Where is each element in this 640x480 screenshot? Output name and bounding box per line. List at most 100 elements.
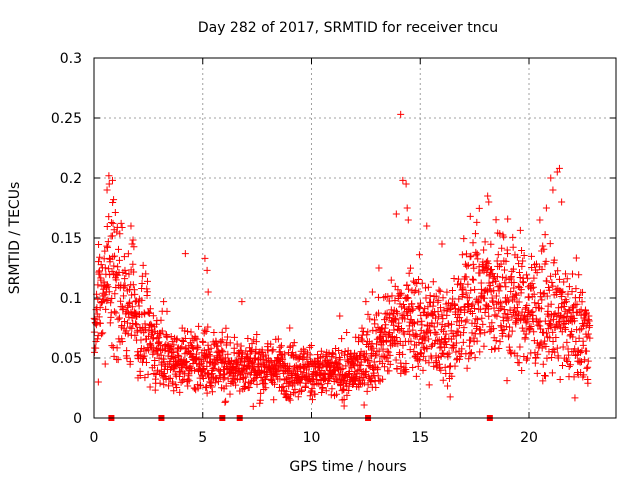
data-point bbox=[515, 359, 523, 367]
data-marks bbox=[90, 110, 594, 421]
data-point bbox=[543, 277, 551, 285]
data-point bbox=[510, 278, 518, 286]
data-point bbox=[563, 338, 571, 346]
grid bbox=[94, 58, 616, 418]
data-point bbox=[216, 367, 224, 375]
data-point bbox=[111, 290, 119, 298]
data-point bbox=[416, 299, 424, 307]
data-point bbox=[514, 282, 522, 290]
data-point bbox=[576, 348, 584, 356]
data-point bbox=[155, 338, 163, 346]
data-point bbox=[480, 342, 488, 350]
data-point bbox=[137, 336, 145, 344]
data-point bbox=[451, 362, 459, 370]
y-tick-label: 0.15 bbox=[51, 231, 82, 247]
data-point bbox=[457, 317, 465, 325]
data-point bbox=[289, 381, 297, 389]
data-point bbox=[129, 260, 137, 268]
data-point bbox=[244, 335, 252, 343]
data-point bbox=[440, 306, 448, 314]
data-point bbox=[565, 283, 573, 291]
data-point bbox=[448, 372, 456, 380]
data-point bbox=[123, 347, 131, 355]
data-point bbox=[491, 345, 499, 353]
data-point bbox=[484, 192, 492, 200]
data-point bbox=[409, 305, 417, 313]
data-point bbox=[520, 352, 528, 360]
data-point bbox=[441, 343, 449, 351]
data-point bbox=[586, 334, 594, 342]
data-point bbox=[404, 327, 412, 335]
data-point bbox=[460, 324, 468, 332]
data-point bbox=[237, 342, 245, 350]
data-point bbox=[357, 358, 365, 366]
data-point bbox=[200, 357, 208, 365]
data-point bbox=[572, 285, 580, 293]
data-point bbox=[580, 356, 588, 364]
data-point bbox=[214, 378, 222, 386]
data-point bbox=[96, 319, 104, 327]
data-point bbox=[492, 292, 500, 300]
data-point bbox=[466, 212, 474, 220]
data-point bbox=[415, 338, 423, 346]
data-point bbox=[427, 342, 435, 350]
data-point bbox=[170, 341, 178, 349]
data-point bbox=[111, 208, 119, 216]
data-point bbox=[165, 382, 173, 390]
data-point bbox=[122, 269, 130, 277]
data-point bbox=[405, 285, 413, 293]
data-point bbox=[404, 216, 412, 224]
data-point bbox=[202, 328, 210, 336]
data-point bbox=[366, 315, 374, 323]
data-point bbox=[479, 320, 487, 328]
plot-frame bbox=[93, 57, 617, 419]
data-point bbox=[364, 381, 372, 389]
data-point bbox=[169, 380, 177, 388]
data-point bbox=[481, 329, 489, 337]
data-point bbox=[252, 338, 260, 346]
data-point bbox=[458, 345, 466, 353]
data-point bbox=[537, 305, 545, 313]
data-point bbox=[259, 379, 267, 387]
data-point bbox=[268, 347, 276, 355]
data-point bbox=[484, 302, 492, 310]
data-point bbox=[424, 303, 432, 311]
data-point bbox=[409, 363, 417, 371]
data-point bbox=[522, 319, 530, 327]
data-point bbox=[576, 358, 584, 366]
data-point bbox=[503, 377, 511, 385]
x-axis-label: GPS time / hours bbox=[289, 459, 406, 475]
data-point bbox=[103, 186, 111, 194]
data-point bbox=[271, 380, 279, 388]
data-point bbox=[564, 290, 572, 298]
data-point bbox=[438, 311, 446, 319]
data-point bbox=[363, 387, 371, 395]
data-point bbox=[218, 346, 226, 354]
data-point bbox=[409, 319, 417, 327]
data-point bbox=[121, 282, 129, 290]
data-point bbox=[472, 251, 480, 259]
data-point bbox=[113, 344, 121, 352]
data-point bbox=[396, 291, 404, 299]
data-point bbox=[446, 363, 454, 371]
data-point bbox=[579, 288, 587, 296]
data-point bbox=[372, 327, 380, 335]
data-point bbox=[542, 343, 550, 351]
data-point bbox=[306, 351, 314, 359]
data-point bbox=[149, 312, 157, 320]
data-point bbox=[363, 331, 371, 339]
data-point bbox=[509, 243, 517, 251]
data-point bbox=[396, 349, 404, 357]
data-point bbox=[481, 309, 489, 317]
data-point bbox=[445, 349, 453, 357]
data-point bbox=[453, 318, 461, 326]
data-point bbox=[540, 245, 548, 253]
data-point bbox=[129, 281, 137, 289]
data-point bbox=[104, 243, 112, 251]
data-point bbox=[513, 253, 521, 261]
data-point bbox=[245, 384, 253, 392]
data-point bbox=[266, 366, 274, 374]
data-point bbox=[222, 397, 230, 405]
data-point bbox=[571, 394, 579, 402]
